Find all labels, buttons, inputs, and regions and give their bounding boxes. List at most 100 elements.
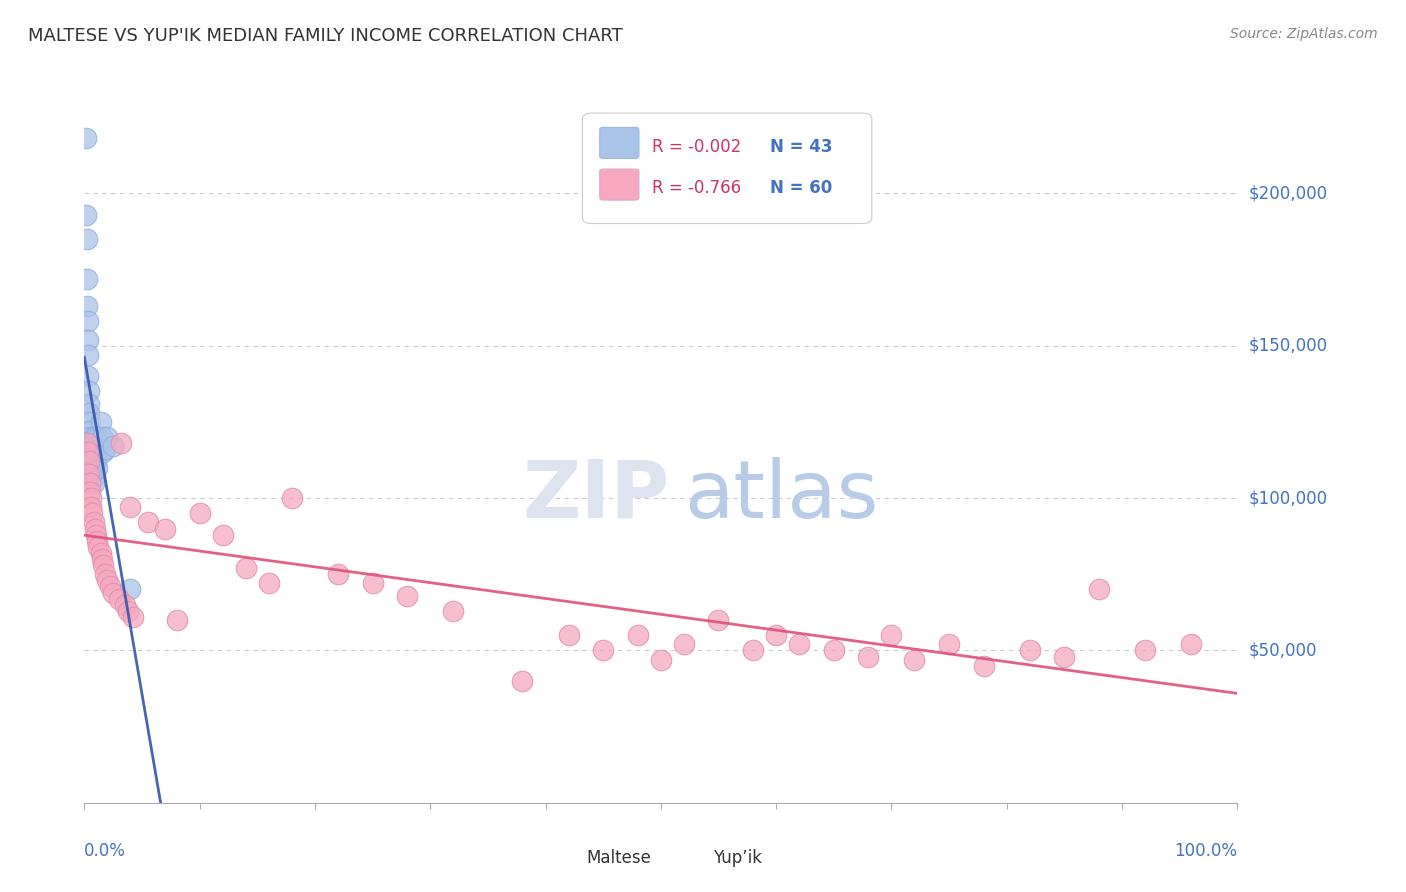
Text: MALTESE VS YUP'IK MEDIAN FAMILY INCOME CORRELATION CHART: MALTESE VS YUP'IK MEDIAN FAMILY INCOME C… [28, 27, 623, 45]
Point [742, 643, 765, 657]
Point [1133, 643, 1156, 657]
Point [90, 552, 112, 566]
Text: Maltese: Maltese [586, 848, 651, 867]
Point [188, 506, 211, 520]
Point [76, 299, 98, 313]
Point [84, 527, 107, 541]
Point [80, 439, 103, 453]
Point [96, 430, 118, 444]
Point [627, 628, 650, 642]
Point [166, 613, 188, 627]
FancyBboxPatch shape [600, 169, 638, 200]
Text: N = 60: N = 60 [770, 179, 832, 197]
FancyBboxPatch shape [675, 846, 707, 873]
FancyBboxPatch shape [600, 128, 638, 159]
Point [83, 516, 105, 530]
Point [108, 591, 131, 606]
Point [80, 500, 103, 515]
Point [89, 436, 111, 450]
Point [1180, 637, 1202, 651]
Point [82, 506, 104, 520]
Point [77, 384, 100, 399]
Point [84, 454, 107, 468]
Point [89, 415, 111, 429]
Point [120, 500, 142, 515]
Point [110, 436, 132, 450]
Point [80, 448, 103, 462]
Point [79, 485, 101, 500]
Text: R = -0.766: R = -0.766 [651, 179, 741, 197]
Point [103, 585, 124, 599]
Point [80, 491, 103, 505]
Point [1053, 649, 1076, 664]
Point [672, 637, 695, 651]
Point [84, 445, 107, 459]
Point [211, 527, 233, 541]
Point [880, 628, 903, 642]
FancyBboxPatch shape [582, 113, 872, 224]
Point [80, 445, 103, 459]
Point [83, 430, 105, 444]
Point [90, 430, 112, 444]
Text: ZIP: ZIP [523, 457, 669, 534]
Point [76, 314, 98, 328]
Text: atlas: atlas [683, 457, 879, 534]
Point [82, 460, 104, 475]
Point [76, 271, 98, 285]
Point [79, 424, 101, 438]
Point [87, 430, 110, 444]
Point [650, 652, 672, 666]
Text: 100.0%: 100.0% [1174, 842, 1237, 860]
Point [83, 475, 105, 490]
Point [120, 582, 142, 597]
Point [76, 369, 98, 384]
Point [79, 415, 101, 429]
Text: $200,000: $200,000 [1249, 185, 1327, 202]
Text: $50,000: $50,000 [1249, 641, 1317, 659]
Point [83, 442, 105, 457]
Point [84, 451, 107, 466]
Text: Source: ZipAtlas.com: Source: ZipAtlas.com [1230, 27, 1378, 41]
Point [103, 439, 124, 453]
FancyBboxPatch shape [548, 846, 581, 873]
Point [91, 558, 114, 573]
Text: $100,000: $100,000 [1249, 489, 1327, 507]
Point [973, 658, 995, 673]
Point [787, 637, 810, 651]
Point [76, 232, 98, 246]
Point [79, 436, 101, 450]
Point [77, 454, 100, 468]
Point [77, 406, 100, 420]
Point [82, 451, 104, 466]
Text: 0.0%: 0.0% [84, 842, 127, 860]
Point [80, 442, 103, 457]
Point [91, 445, 114, 459]
Text: Yup’ik: Yup’ik [713, 848, 762, 867]
Point [83, 436, 105, 450]
Point [136, 516, 159, 530]
Point [83, 469, 105, 483]
Point [79, 430, 101, 444]
Point [76, 348, 98, 362]
Text: R = -0.002: R = -0.002 [651, 137, 741, 156]
Point [98, 579, 121, 593]
Point [76, 436, 98, 450]
Point [86, 460, 108, 475]
Point [441, 604, 464, 618]
Point [94, 567, 117, 582]
Point [1088, 582, 1111, 597]
Point [903, 652, 925, 666]
Point [82, 467, 104, 481]
Point [75, 131, 97, 145]
Point [82, 454, 104, 468]
Point [396, 589, 419, 603]
Point [765, 628, 787, 642]
Point [257, 576, 280, 591]
Point [235, 561, 257, 575]
Point [96, 574, 118, 588]
Point [361, 576, 384, 591]
Point [153, 521, 176, 535]
Point [75, 208, 97, 222]
Point [557, 628, 579, 642]
Point [89, 546, 111, 560]
